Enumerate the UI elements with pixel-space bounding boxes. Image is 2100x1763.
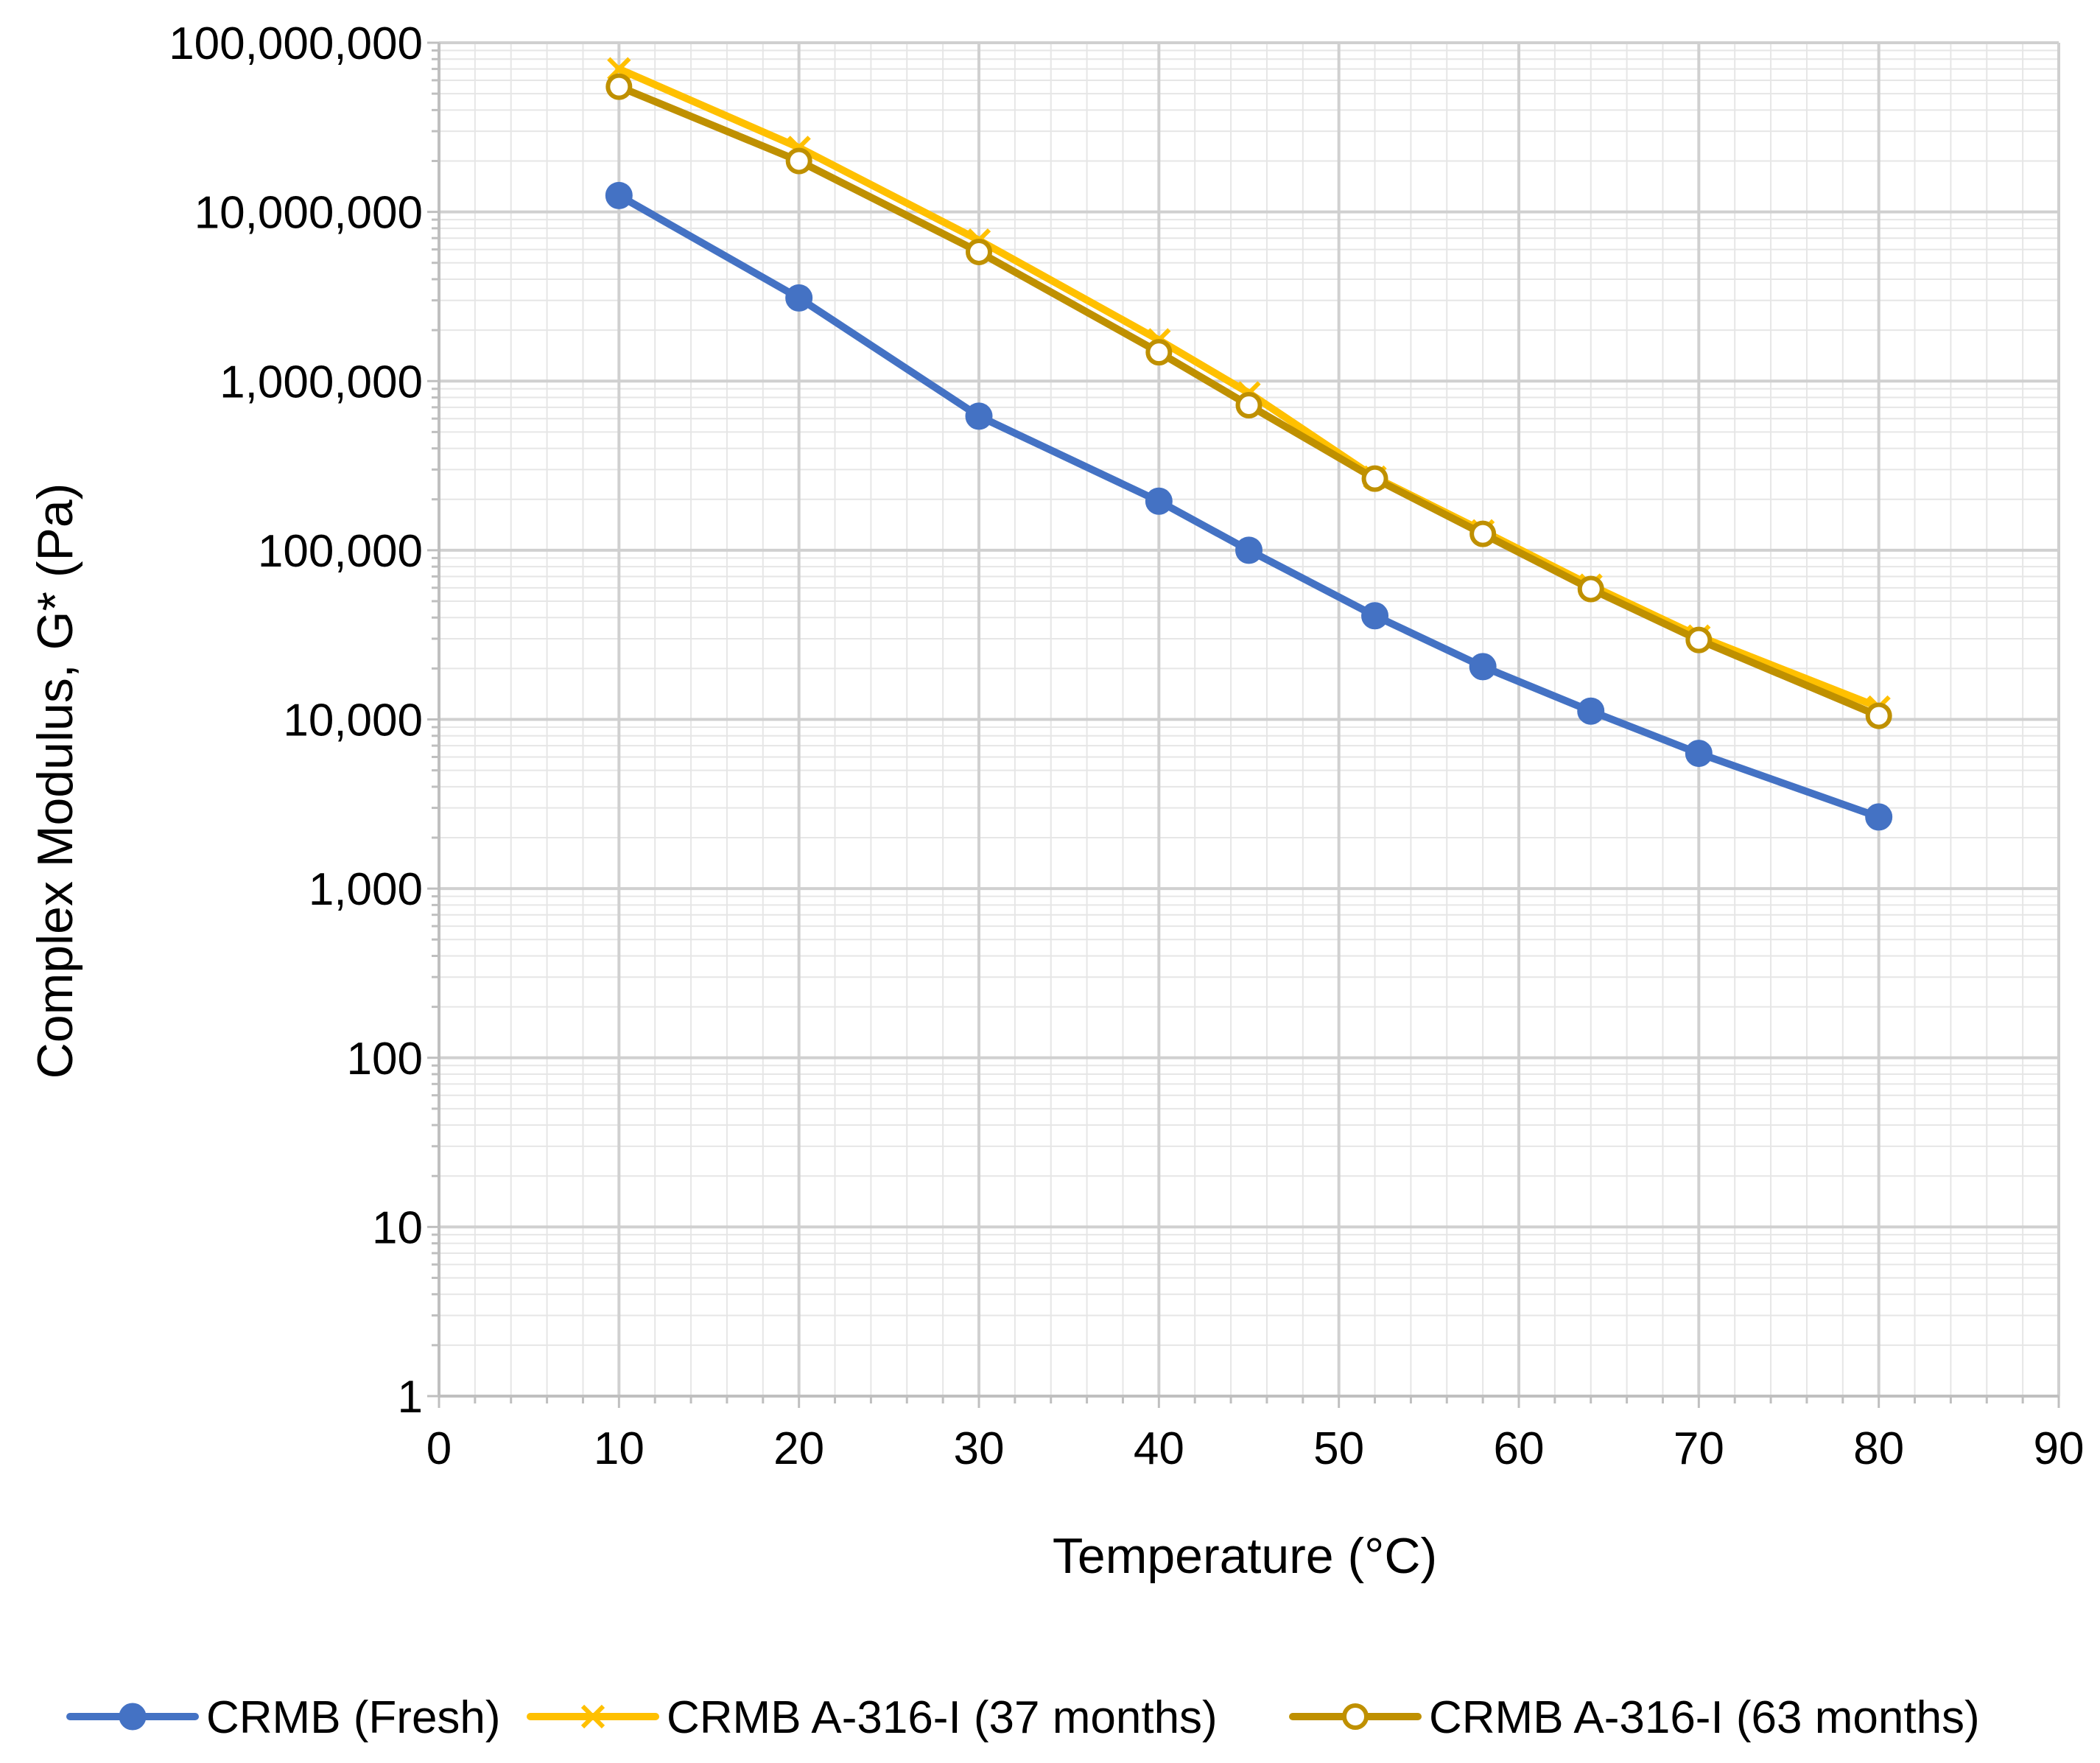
x-tick-label: 60 (1494, 1423, 1545, 1474)
legend-item-crmb-a-316-i-37-months: CRMB A-316-I (37 months) (527, 1692, 1218, 1743)
data-point-crmb-a-316-i-63-months (1235, 392, 1263, 419)
y-tick-label: 100,000,000 (169, 18, 423, 69)
axes (427, 41, 2060, 1408)
legend-swatch-marker (1342, 1703, 1369, 1730)
data-point-crmb-fresh (785, 284, 813, 312)
y-tick-label: 10 (372, 1202, 423, 1253)
data-point-crmb-fresh (1469, 653, 1497, 681)
legend: CRMB (Fresh) CRMB A-316-I (37 months) CRMB… (66, 1692, 1980, 1743)
legend-item-crmb-fresh: CRMB (Fresh) (66, 1692, 501, 1743)
data-point-crmb-fresh (1361, 602, 1389, 630)
series-crmb-fresh (605, 181, 1893, 831)
x-tick-label: 0 (426, 1423, 452, 1474)
series-crmb-a-316-i-63-months (605, 73, 1892, 729)
data-point-crmb-a-316-i-63-months (1469, 520, 1497, 547)
legend-item-crmb-a-316-i-63-months: CRMB A-316-I (63 months) (1289, 1692, 1980, 1743)
x-tick-label: 90 (2034, 1423, 2085, 1474)
x-tick-labels: 0 10 20 30 40 50 60 70 80 90 (426, 1423, 2085, 1474)
y-tick-labels: 1 10 100 1,000 10,000 100,000 1,000,000 10,000,… (169, 18, 423, 1423)
legend-swatch-marker (119, 1703, 147, 1731)
data-point-crmb-a-316-i-63-months (966, 238, 992, 265)
data-point-crmb-fresh (1685, 740, 1713, 768)
x-tick-label: 50 (1313, 1423, 1364, 1474)
data-point-crmb-a-316-i-63-months (605, 73, 633, 100)
x-tick-label: 40 (1134, 1423, 1184, 1474)
y-tick-label: 100 (347, 1034, 423, 1084)
x-tick-label: 80 (1853, 1423, 1904, 1474)
y-axis-title: Complex Modulus, G* (Pa) (27, 483, 83, 1079)
y-tick-label: 1 (398, 1372, 423, 1423)
legend-label: CRMB A-316-I (63 months) (1429, 1692, 1980, 1743)
y-tick-label: 10,000 (283, 695, 423, 746)
data-point-crmb-fresh (1145, 487, 1173, 515)
data-point-crmb-fresh (1235, 536, 1263, 564)
data-point-crmb-a-316-i-63-months (1361, 465, 1388, 492)
data-point-crmb-fresh (605, 181, 633, 209)
y-tick-label: 10,000,000 (194, 188, 423, 239)
x-tick-label: 20 (773, 1423, 824, 1474)
x-tick-label: 70 (1674, 1423, 1724, 1474)
x-tick-label: 30 (954, 1423, 1005, 1474)
y-tick-label: 100,000 (258, 526, 423, 577)
x-axis-title: Temperature (°C) (1053, 1528, 1437, 1584)
data-point-crmb-fresh (1577, 697, 1605, 725)
series-line-crmb-fresh (615, 192, 1883, 821)
data-point-crmb-fresh (965, 402, 993, 430)
legend-swatch-marker (580, 1704, 605, 1729)
data-point-crmb-a-316-i-63-months (1865, 702, 1892, 729)
data-point-crmb-a-316-i-63-months (1577, 575, 1604, 603)
y-tick-label: 1,000,000 (220, 357, 423, 407)
data-point-crmb-a-316-i-63-months (1145, 339, 1173, 366)
series-layer (605, 57, 1893, 831)
x-tick-label: 10 (594, 1423, 645, 1474)
legend-label: CRMB (Fresh) (206, 1692, 501, 1743)
data-point-crmb-fresh (1865, 803, 1893, 831)
legend-label: CRMB A-316-I (37 months) (667, 1692, 1218, 1743)
series-line-crmb-a-316-i-63-months (615, 83, 1883, 720)
data-point-crmb-a-316-i-63-months (1685, 626, 1713, 653)
y-tick-label: 1,000 (309, 864, 423, 915)
data-point-crmb-a-316-i-63-months (785, 147, 812, 175)
